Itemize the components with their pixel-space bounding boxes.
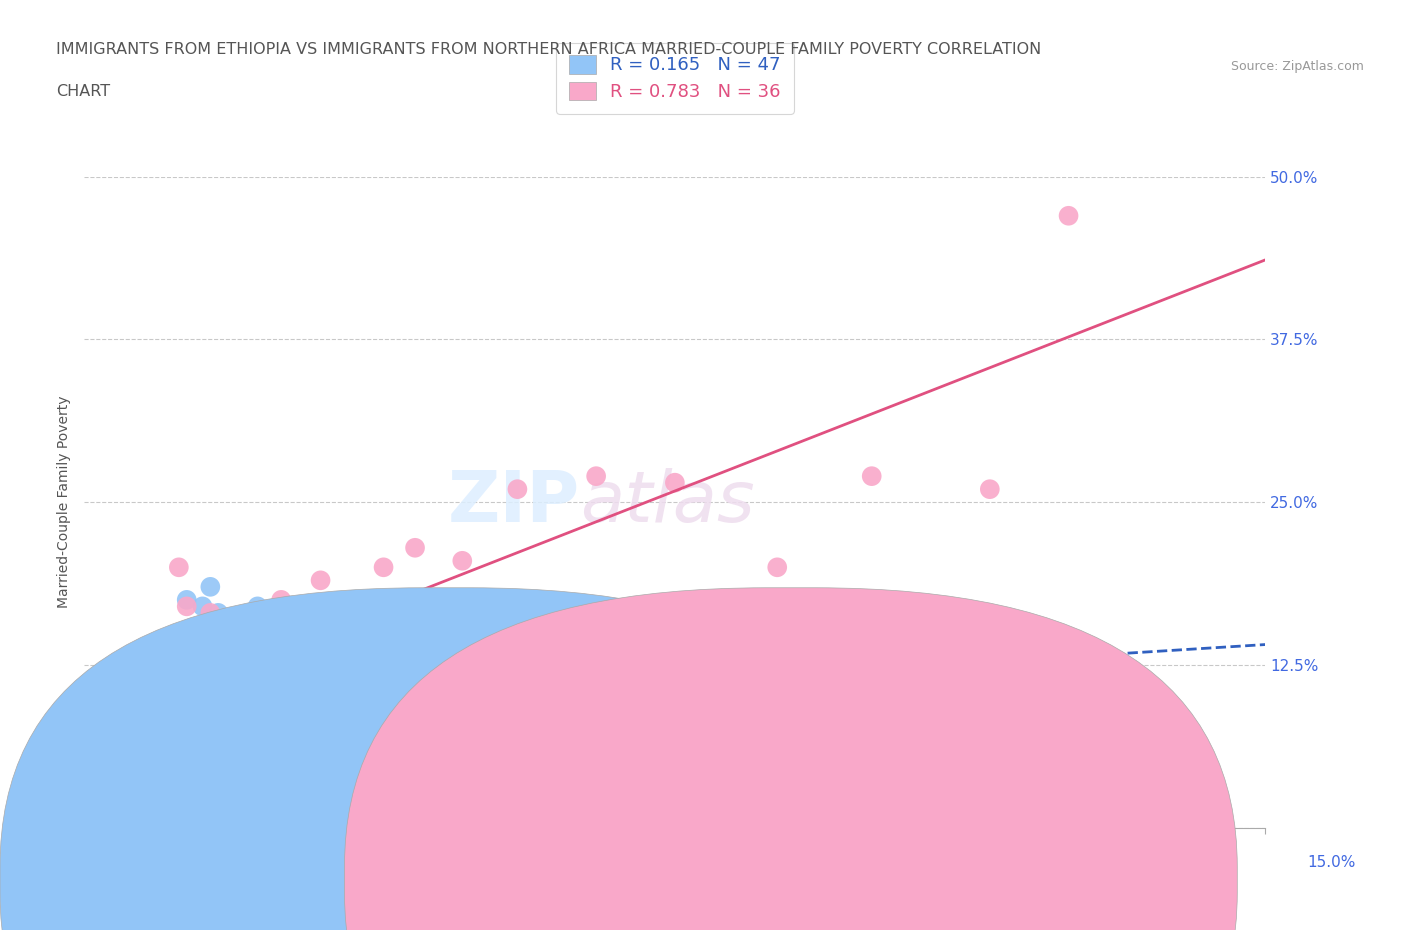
Text: Immigrants from Northern Africa: Immigrants from Northern Africa [830, 871, 1080, 886]
Point [136, 723, 159, 737]
Point [89, 729, 111, 744]
Point [167, 710, 190, 724]
Point [152, 710, 174, 724]
Point [97, 736, 120, 751]
Point [703, 703, 725, 718]
Point [136, 716, 159, 731]
Point [530, 703, 553, 718]
Point [82, 736, 104, 751]
Point [1057, 208, 1080, 223]
Point [143, 703, 166, 718]
Point [231, 703, 253, 718]
Point [451, 553, 474, 568]
Point [176, 723, 198, 737]
Point [121, 729, 143, 744]
Point [191, 599, 214, 614]
Point [207, 605, 229, 620]
Point [128, 703, 150, 718]
Point [585, 716, 607, 731]
Point [121, 742, 143, 757]
Point [128, 736, 150, 751]
Point [97, 723, 120, 737]
Text: ZIP: ZIP [449, 468, 581, 537]
Point [143, 729, 166, 744]
Point [112, 736, 135, 751]
Point [309, 703, 332, 718]
Point [270, 703, 292, 718]
Point [121, 729, 143, 744]
Point [200, 579, 222, 594]
Point [270, 592, 292, 607]
Point [191, 716, 214, 731]
Point [860, 469, 883, 484]
Point [766, 560, 789, 575]
Point [136, 729, 159, 744]
Text: CHART: CHART [56, 84, 110, 99]
Point [373, 710, 395, 724]
Point [200, 605, 222, 620]
Point [167, 560, 190, 575]
Point [112, 729, 135, 744]
Text: Immigrants from Ethiopia: Immigrants from Ethiopia [485, 871, 681, 886]
Point [160, 697, 183, 711]
Point [482, 710, 505, 724]
Point [782, 644, 804, 659]
Point [112, 710, 135, 724]
Point [97, 736, 120, 751]
Point [404, 540, 426, 555]
Point [215, 651, 238, 666]
Point [585, 469, 607, 484]
Point [152, 703, 174, 718]
Point [506, 482, 529, 497]
Point [160, 716, 183, 731]
Text: 15.0%: 15.0% [1308, 856, 1355, 870]
Point [191, 684, 214, 698]
Point [128, 736, 150, 751]
Point [231, 612, 253, 627]
Point [404, 703, 426, 718]
Point [183, 710, 205, 724]
Point [143, 703, 166, 718]
Point [152, 723, 174, 737]
Legend: R = 0.165   N = 47, R = 0.783   N = 36: R = 0.165 N = 47, R = 0.783 N = 36 [557, 43, 793, 113]
Point [104, 729, 127, 744]
Point [176, 592, 198, 607]
Point [128, 703, 150, 718]
Text: atlas: atlas [581, 468, 755, 537]
Point [246, 599, 269, 614]
Point [136, 723, 159, 737]
Point [143, 716, 166, 731]
Point [143, 710, 166, 724]
Point [104, 729, 127, 744]
Point [309, 573, 332, 588]
Text: Source: ZipAtlas.com: Source: ZipAtlas.com [1230, 60, 1364, 73]
Point [82, 736, 104, 751]
Point [136, 710, 159, 724]
Point [640, 644, 662, 659]
Point [121, 716, 143, 731]
Point [97, 723, 120, 737]
Y-axis label: Married-Couple Family Poverty: Married-Couple Family Poverty [58, 396, 72, 608]
Point [294, 710, 316, 724]
Point [104, 716, 127, 731]
Point [160, 703, 183, 718]
Point [215, 703, 238, 718]
Point [89, 729, 111, 744]
Point [664, 475, 686, 490]
Text: IMMIGRANTS FROM ETHIOPIA VS IMMIGRANTS FROM NORTHERN AFRICA MARRIED-COUPLE FAMIL: IMMIGRANTS FROM ETHIOPIA VS IMMIGRANTS F… [56, 42, 1042, 57]
Point [979, 482, 1001, 497]
Point [112, 736, 135, 751]
Point [373, 560, 395, 575]
Point [121, 716, 143, 731]
Point [451, 703, 474, 718]
Point [176, 599, 198, 614]
Point [333, 710, 356, 724]
Point [112, 723, 135, 737]
